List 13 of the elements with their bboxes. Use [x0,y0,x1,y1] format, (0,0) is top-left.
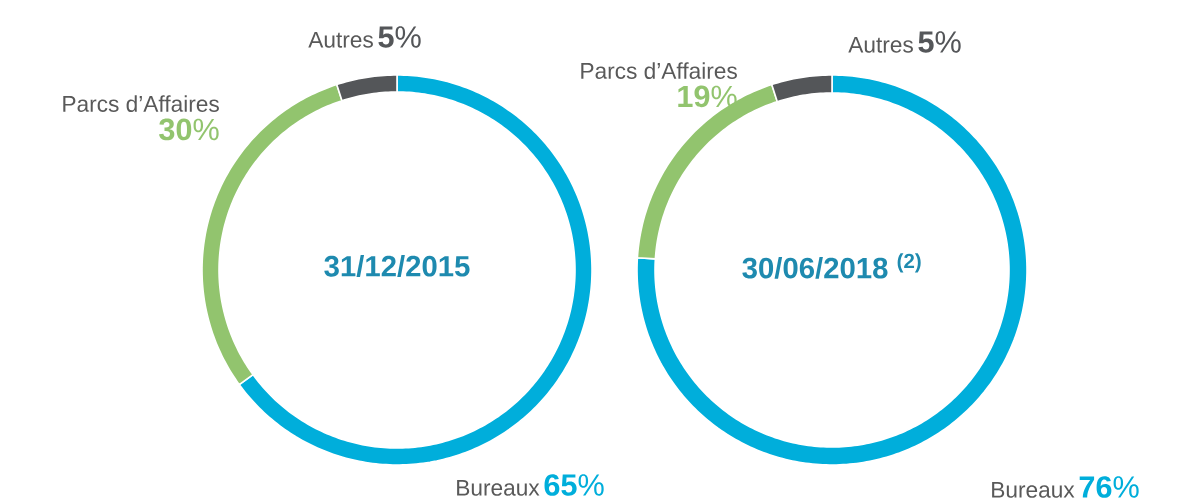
slice-label: Parcs d’Affaires [581,62,737,79]
data-label: 30% [159,118,219,141]
slice-label: Bureaux [992,481,1075,498]
data-label: 76% [1079,476,1139,498]
slice-label: Autres [848,36,913,53]
text: 31/12/2015 [324,255,470,277]
data-label: 5% [918,31,961,53]
data-label: 65% [544,474,604,496]
slice-label: Autres [308,31,373,48]
text: 30/06/2018 $^{(2)}$ [742,253,921,279]
slice-label: Bureaux [457,479,540,496]
data-label: 5% [378,26,421,48]
slice-label: Parcs d’Affaires [63,95,219,112]
